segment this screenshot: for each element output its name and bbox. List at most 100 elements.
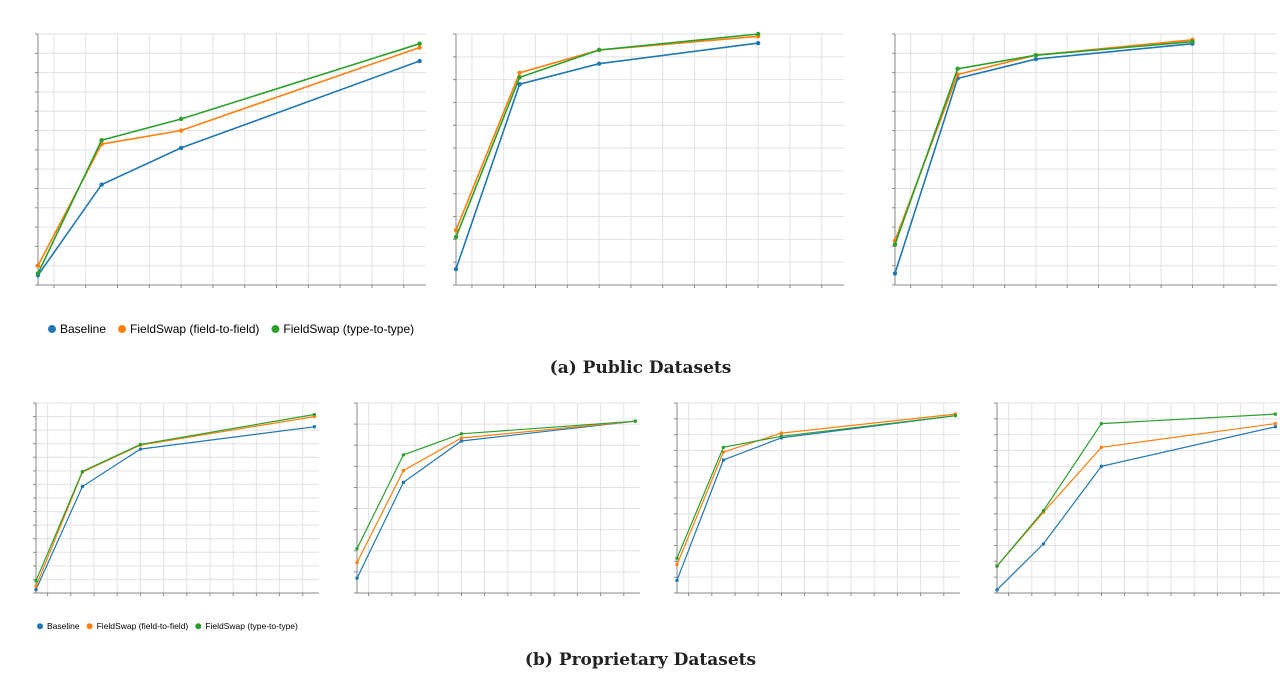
series-line-1 bbox=[996, 423, 1276, 567]
series-line-0 bbox=[455, 42, 759, 270]
data-point bbox=[1033, 56, 1039, 62]
data-point bbox=[721, 458, 726, 462]
legend-label: Baseline bbox=[60, 322, 106, 336]
legend-marker bbox=[37, 623, 43, 630]
series-line-2 bbox=[37, 42, 420, 274]
data-point bbox=[953, 413, 958, 418]
series-line-1 bbox=[356, 420, 636, 563]
data-point bbox=[459, 432, 464, 436]
data-point bbox=[417, 58, 422, 64]
series-line-0 bbox=[996, 426, 1276, 591]
chart-earnings bbox=[354, 402, 640, 596]
data-point bbox=[80, 484, 85, 489]
series-line-0 bbox=[37, 60, 420, 276]
data-point bbox=[779, 434, 784, 438]
chart-fara bbox=[453, 31, 844, 288]
data-point bbox=[417, 45, 422, 50]
data-point bbox=[355, 576, 359, 580]
data-point bbox=[517, 70, 522, 75]
data-point bbox=[995, 588, 999, 592]
legend-label: FieldSwap (field-to-field) bbox=[130, 322, 259, 336]
legend-label: FieldSwap (field-to-field) bbox=[97, 621, 189, 631]
legend-marker bbox=[48, 325, 56, 334]
data-point bbox=[178, 128, 184, 133]
data-point bbox=[401, 468, 406, 473]
data-point bbox=[453, 228, 459, 233]
data-point bbox=[755, 40, 761, 46]
series-line-2 bbox=[894, 40, 1193, 245]
data-point bbox=[633, 419, 638, 423]
data-point bbox=[355, 546, 359, 551]
data-point bbox=[517, 75, 522, 80]
legend-label: FieldSwap (type-to-type) bbox=[205, 621, 298, 631]
data-point bbox=[675, 556, 679, 560]
chart-service-bills bbox=[994, 402, 1280, 596]
data-point bbox=[34, 587, 38, 592]
data-point bbox=[1273, 421, 1278, 426]
series-line-1 bbox=[676, 413, 956, 565]
data-point bbox=[1273, 425, 1278, 429]
series-line-1 bbox=[35, 416, 315, 587]
data-point bbox=[401, 480, 406, 485]
data-point bbox=[1099, 445, 1104, 450]
data-point bbox=[459, 439, 464, 443]
data-point bbox=[312, 412, 317, 417]
data-point bbox=[178, 145, 184, 151]
data-point bbox=[1041, 542, 1046, 546]
caption-proprietary: (b) Proprietary Datasets bbox=[524, 650, 757, 670]
data-point bbox=[401, 453, 406, 457]
series-line-0 bbox=[35, 426, 315, 590]
data-point bbox=[34, 579, 38, 583]
data-point bbox=[955, 66, 960, 71]
data-point bbox=[675, 578, 679, 583]
chart-loan-payments bbox=[674, 402, 960, 596]
data-point bbox=[596, 61, 602, 66]
data-point bbox=[596, 47, 602, 53]
series-line-0 bbox=[894, 42, 1193, 274]
data-point bbox=[35, 271, 41, 276]
caption-public: (a) Public Datasets bbox=[549, 358, 732, 378]
data-point bbox=[995, 564, 999, 568]
data-point bbox=[721, 445, 726, 450]
legend-marker bbox=[271, 325, 280, 334]
legend-label: FieldSwap (type-to-type) bbox=[283, 322, 414, 336]
series-line-2 bbox=[35, 413, 315, 582]
series-line-2 bbox=[455, 33, 759, 238]
chart-cord bbox=[35, 33, 426, 288]
data-point bbox=[779, 431, 784, 435]
data-point bbox=[1190, 39, 1195, 44]
data-point bbox=[453, 266, 459, 272]
chart-brokerage-statements bbox=[33, 402, 319, 596]
data-point bbox=[1033, 53, 1039, 58]
data-point bbox=[355, 560, 359, 565]
data-point bbox=[178, 116, 184, 122]
data-point bbox=[459, 436, 464, 440]
chart-fcc-forms bbox=[892, 33, 1277, 288]
data-point bbox=[35, 263, 41, 268]
data-point bbox=[1273, 412, 1278, 416]
legend-marker bbox=[86, 623, 93, 630]
series-line-0 bbox=[676, 415, 956, 581]
data-point bbox=[99, 182, 104, 187]
data-point bbox=[755, 31, 761, 37]
legend: Baseline FieldSwap (field-to-field) FieldS… bbox=[48, 322, 414, 336]
data-point bbox=[1099, 421, 1104, 426]
legend-label: Baseline bbox=[47, 621, 80, 631]
series-line-0 bbox=[356, 420, 636, 579]
data-point bbox=[721, 450, 726, 454]
series-line-1 bbox=[894, 39, 1193, 241]
series-line-1 bbox=[455, 35, 759, 231]
data-point bbox=[892, 271, 898, 276]
data-point bbox=[517, 82, 522, 87]
data-point bbox=[892, 242, 898, 247]
legend: Baseline FieldSwap (field-to-field) FieldS… bbox=[37, 621, 298, 631]
data-point bbox=[34, 584, 38, 588]
data-point bbox=[417, 41, 422, 46]
data-point bbox=[138, 447, 143, 451]
series-line-1 bbox=[37, 46, 420, 267]
series-line-2 bbox=[676, 415, 956, 559]
data-point bbox=[99, 137, 104, 143]
data-point bbox=[312, 425, 317, 429]
series-line-2 bbox=[356, 420, 636, 549]
